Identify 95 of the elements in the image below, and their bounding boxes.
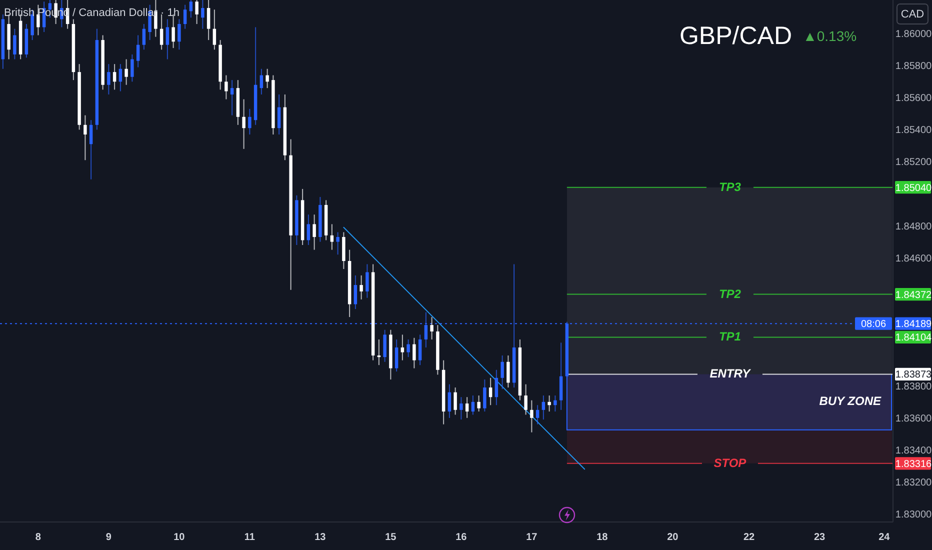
x-tick-label: 18 <box>596 532 608 543</box>
candlestick <box>89 120 93 180</box>
y-tick-label: 1.83873 <box>895 369 932 380</box>
y-tick-label: 1.83600 <box>895 413 932 424</box>
candlestick <box>195 0 198 25</box>
ref-line-label: STOP <box>714 456 748 470</box>
candlestick <box>13 28 16 60</box>
candlestick <box>400 334 404 361</box>
candlestick <box>142 24 146 50</box>
y-tick-label: 1.84189 <box>895 318 932 330</box>
candlestick <box>118 64 122 92</box>
candlestick <box>224 74 228 100</box>
x-tick-label: 13 <box>314 532 326 543</box>
candlestick <box>418 334 422 366</box>
candlestick <box>201 0 204 30</box>
candlestick <box>406 338 410 358</box>
y-tick-label: 1.85400 <box>895 124 932 136</box>
ref-line-label: TP1 <box>718 330 742 344</box>
candlestick <box>548 395 551 412</box>
x-tick-label: 23 <box>814 532 826 543</box>
candlestick <box>383 329 386 362</box>
annotation: ▲0.13% <box>803 28 857 44</box>
candlestick <box>330 224 334 250</box>
candlestick <box>306 214 310 246</box>
candlestick <box>488 377 492 406</box>
candlestick <box>230 80 234 116</box>
candlestick <box>454 386 457 416</box>
y-tick-label: 1.85600 <box>895 92 932 104</box>
y-axis-title: CAD <box>900 8 924 20</box>
candlestick <box>84 114 87 161</box>
candlestick <box>183 4 187 30</box>
candlestick <box>212 9 216 50</box>
candlestick <box>136 34 140 68</box>
candlestick <box>412 337 416 369</box>
text: GBP/CAD <box>679 22 792 50</box>
y-tick-label: 1.83200 <box>895 477 932 488</box>
x-tick-label: 9 <box>106 532 112 543</box>
candlestick <box>277 94 281 136</box>
x-tick-label: 8 <box>35 532 42 543</box>
candlestick <box>506 354 510 388</box>
x-tick-label: 16 <box>456 532 468 543</box>
candlestick <box>107 64 110 95</box>
candlestick <box>260 68 264 95</box>
x-tick-label: 24 <box>878 532 890 543</box>
candlestick <box>460 396 463 420</box>
candlestick <box>536 404 540 425</box>
candlestick <box>494 369 498 406</box>
candlestick <box>242 98 246 150</box>
candlestick <box>430 316 434 340</box>
candlestick <box>160 14 164 50</box>
candlestick <box>336 232 340 256</box>
candlestick <box>112 64 116 90</box>
candlestick <box>312 214 316 250</box>
candlestick <box>266 68 269 89</box>
x-tick-label: 11 <box>244 532 256 543</box>
y-tick-label: 1.84600 <box>895 252 932 264</box>
x-tick-label: 10 <box>174 532 186 543</box>
candlestick <box>206 0 210 41</box>
y-tick-label: 1.83000 <box>895 509 932 520</box>
y-tick-label: 1.85800 <box>895 60 932 72</box>
candlestick <box>124 58 128 86</box>
y-tick-label: 1.84800 <box>895 220 932 232</box>
ref-line-label: TP2 <box>718 286 742 301</box>
candlestick <box>360 274 363 300</box>
candlestick <box>178 18 181 50</box>
candlestick <box>189 0 193 18</box>
candlestick <box>542 395 546 420</box>
candlestick <box>524 384 528 416</box>
band-label: BUY ZONE <box>819 394 882 408</box>
annotation: 08:06 <box>860 318 886 330</box>
candlestick <box>471 395 475 416</box>
ref-line-label: ENTRY <box>710 366 752 381</box>
ref-line-label: TP3 <box>718 180 742 194</box>
x-tick-label: 15 <box>385 532 397 543</box>
candlestick <box>554 395 557 412</box>
candlestick <box>354 274 358 310</box>
candlestick <box>477 395 480 412</box>
candlestick <box>530 400 534 433</box>
candlestick <box>465 396 469 418</box>
candlestick <box>166 18 170 60</box>
candlestick <box>483 378 486 412</box>
candlestick <box>130 54 134 82</box>
candlestick <box>248 108 252 136</box>
y-tick-label: 1.84372 <box>895 289 932 300</box>
x-tick-label: 20 <box>667 532 679 543</box>
y-tick-label: 1.86000 <box>895 28 932 40</box>
x-tick-label: 22 <box>744 532 756 543</box>
x-tick-label: 17 <box>526 532 538 543</box>
candlestick <box>448 384 452 418</box>
y-tick-label: 1.83400 <box>895 445 932 456</box>
candlestick <box>500 354 504 390</box>
y-tick-label: 1.83800 <box>895 381 932 392</box>
y-tick-label: 1.85200 <box>895 156 932 168</box>
candlestick <box>394 338 398 372</box>
candlestick <box>366 264 369 298</box>
